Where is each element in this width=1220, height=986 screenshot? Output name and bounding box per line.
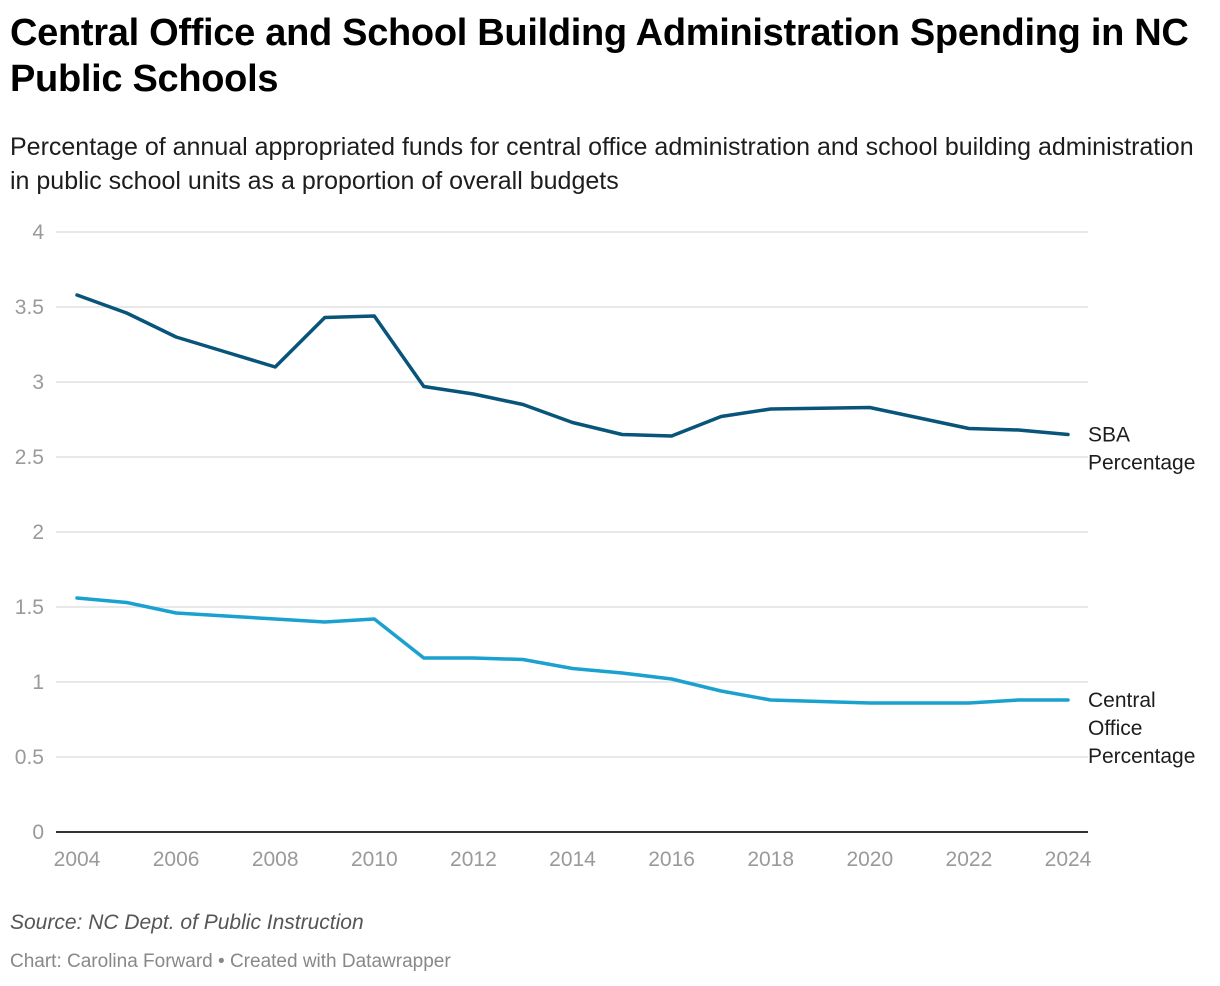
x-tick-label: 2020 (846, 848, 893, 871)
x-tick-label: 2022 (946, 848, 993, 871)
y-tick-label: 0 (32, 821, 44, 844)
x-tick-label: 2006 (153, 848, 200, 871)
chart-subtitle: Percentage of annual appropriated funds … (10, 133, 1194, 195)
y-tick-label: 1.5 (15, 596, 44, 619)
x-axis-ticks: 2004 2006 2008 2010 2012 2014 2016 2018 2020 2022… (54, 848, 1092, 871)
y-tick-label: 4 (32, 221, 44, 244)
series-label: Central Office Percentage (1088, 689, 1195, 768)
x-tick-label: 2004 (54, 848, 101, 871)
chart-credit: Chart: Carolina Forward • Created with D… (10, 951, 451, 972)
line-chart: 00.511.522.533.54 2004 2006 2008 2010 2012 20… (15, 221, 1196, 871)
x-tick-label: 2008 (252, 848, 299, 871)
chart-title: Central Office and School Building Admin… (10, 12, 1189, 100)
source-note: Source: NC Dept. of Public Instruction (10, 911, 364, 934)
series-line-central-office (75, 596, 1070, 705)
series-label: SBA Percentage (1088, 424, 1195, 475)
y-tick-label: 3.5 (15, 296, 44, 319)
y-tick-label: 3 (32, 371, 44, 394)
x-tick-label: 2024 (1045, 848, 1092, 871)
x-tick-label: 2016 (648, 848, 695, 871)
series-label-line: Office (1088, 717, 1142, 740)
series-label-line: Percentage (1088, 745, 1195, 768)
series-lines (75, 293, 1070, 705)
x-tick-label: 2014 (549, 848, 596, 871)
y-axis-ticks: 0 0.5 1 1.5 2 2.5 3 3.5 4 (15, 221, 45, 844)
y-tick-label: 0.5 (15, 746, 44, 769)
y-tick-label: 1 (32, 671, 44, 694)
series-line-sba (75, 293, 1070, 438)
gridlines (56, 231, 1088, 758)
series-label-line: SBA (1088, 424, 1130, 447)
x-tick-label: 2010 (351, 848, 398, 871)
series-label-line: Percentage (1088, 452, 1195, 475)
series-labels: SBA Percentage Central Office Percentage (1088, 424, 1195, 769)
x-tick-label: 2018 (747, 848, 794, 871)
series-label-line: Central (1088, 689, 1156, 712)
y-tick-label: 2.5 (15, 446, 44, 469)
y-tick-label: 2 (32, 521, 44, 544)
x-tick-label: 2012 (450, 848, 497, 871)
